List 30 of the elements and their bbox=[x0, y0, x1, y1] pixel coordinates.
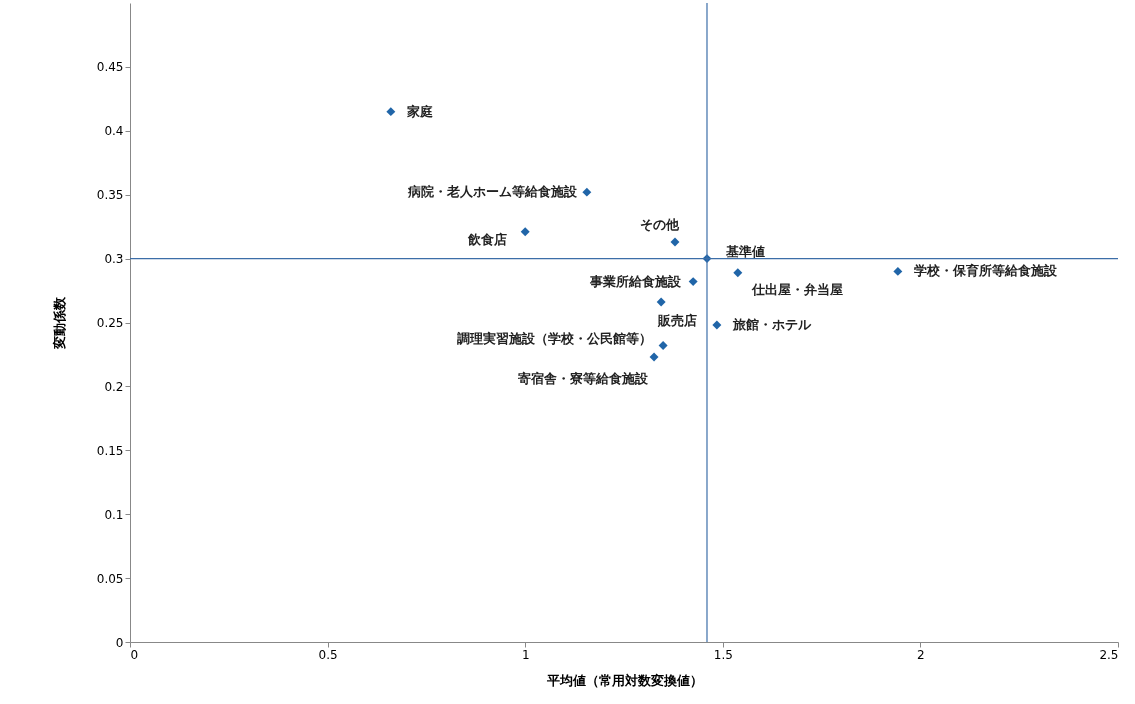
annotation: 学校・保育所等給食施設 bbox=[913, 263, 1058, 279]
annotation: 仕出屋・弁当屋 bbox=[750, 281, 843, 297]
annotation: 飲食店 bbox=[467, 231, 508, 247]
y-tick-label: 0 bbox=[115, 635, 124, 650]
y-tick-label: 0.45 bbox=[96, 60, 124, 75]
x-tick-label: 1.5 bbox=[713, 647, 733, 662]
annotation: 病院・老人ホーム等給食施設 bbox=[406, 184, 578, 200]
y-tick-label: 0.25 bbox=[96, 316, 124, 330]
x-tick-label: 0.5 bbox=[318, 647, 338, 662]
x-tick-label: 0 bbox=[130, 647, 139, 662]
annotation: 販売店 bbox=[657, 313, 698, 329]
y-tick-label: 0.35 bbox=[96, 188, 124, 203]
annotation: 旅館・ホテル bbox=[731, 317, 812, 333]
y-tick-label: 0.15 bbox=[96, 443, 124, 458]
x-tick-label: 2 bbox=[917, 647, 925, 662]
y-tick-label: 0.2 bbox=[104, 379, 124, 394]
annotation: 基準値 bbox=[724, 243, 765, 259]
annotation: 調理実習施設（学校・公民館等） bbox=[457, 330, 653, 346]
y-tick-label: 0.4 bbox=[104, 124, 124, 139]
annotation: 事業所給食施設 bbox=[589, 273, 683, 289]
x-axis-title: 平均値（常用対数変換値） bbox=[545, 672, 703, 688]
x-tick-label: 1 bbox=[521, 647, 530, 662]
x-tick-label: 2.5 bbox=[1099, 647, 1119, 662]
y-tick-label: 0.05 bbox=[96, 571, 124, 586]
y-tick-label: 0.3 bbox=[104, 252, 124, 267]
y-axis-title: 変動係数 bbox=[51, 296, 67, 350]
annotation: 寄宿舎・寮等給食施設 bbox=[518, 371, 650, 387]
annotation: 家庭 bbox=[405, 103, 433, 119]
annotation: その他 bbox=[640, 216, 681, 232]
y-tick-label: 0.1 bbox=[104, 507, 124, 522]
